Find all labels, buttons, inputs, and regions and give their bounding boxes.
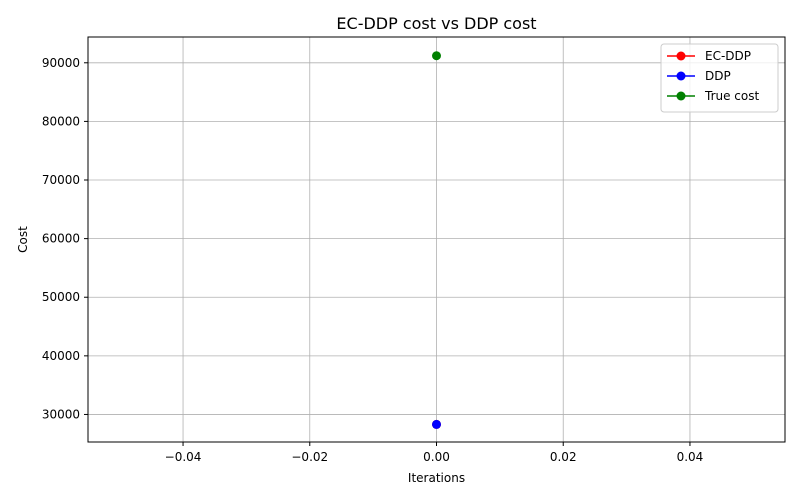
data-point: [432, 51, 441, 61]
x-tick-label: −0.04: [165, 450, 202, 464]
series-ddp: [432, 419, 441, 429]
legend-entry: True cost: [667, 89, 759, 103]
legend-marker: [676, 91, 686, 101]
y-tick-label: 70000: [42, 173, 80, 187]
series-layer: [432, 51, 441, 429]
legend-marker: [676, 51, 686, 61]
legend: EC-DDP DDP True cost: [660, 43, 779, 113]
data-point: [432, 419, 441, 429]
grid: [88, 37, 785, 442]
legend-entry: DDP: [667, 69, 731, 83]
y-tick-label: 30000: [42, 407, 80, 421]
x-tick-label: 0.04: [677, 450, 704, 464]
chart-title: EC-DDP cost vs DDP cost: [336, 14, 536, 33]
x-axis-label: Iterations: [408, 471, 465, 485]
ticks: −0.04 −0.02 0.00 0.02 0.04 30000 40000 50000 600…: [42, 56, 704, 464]
legend-entry: EC-DDP: [667, 49, 751, 63]
y-tick-label: 90000: [42, 56, 80, 70]
x-tick-label: −0.02: [291, 450, 328, 464]
legend-label: DDP: [705, 69, 731, 83]
x-tick-label: 0.02: [550, 450, 577, 464]
legend-label: EC-DDP: [705, 49, 751, 63]
x-tick-label: 0.00: [423, 450, 450, 464]
y-axis-label: Cost: [16, 226, 30, 253]
y-tick-label: 50000: [42, 290, 80, 304]
legend-marker: [676, 71, 686, 81]
y-tick-label: 60000: [42, 232, 80, 246]
series-true-cost: [432, 51, 441, 61]
legend-box: [660, 43, 779, 113]
legend-label: True cost: [704, 89, 759, 103]
y-tick-label: 40000: [42, 349, 80, 363]
y-tick-label: 80000: [42, 114, 80, 128]
